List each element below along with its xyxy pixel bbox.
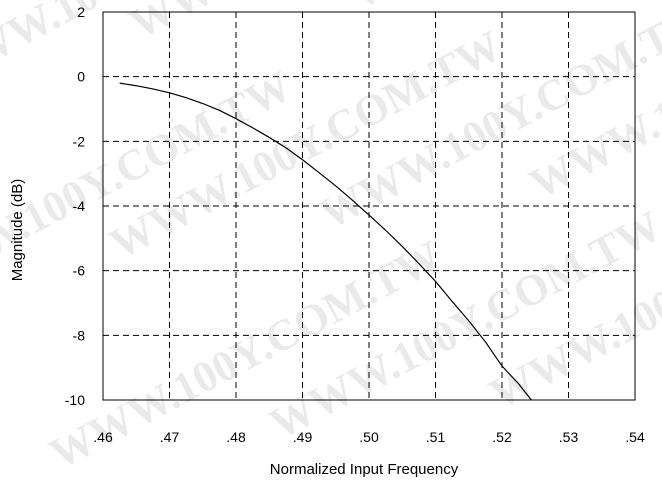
y-tick-label: -10 bbox=[65, 392, 85, 408]
y-tick-label: -6 bbox=[73, 263, 86, 279]
x-axis-label: Normalized Input Frequency bbox=[270, 461, 459, 478]
x-tick-label: .48 bbox=[226, 429, 246, 445]
y-tick-labels: 2 0 -2 -4 -6 -8 -10 bbox=[65, 4, 85, 408]
x-tick-label: .50 bbox=[359, 429, 379, 445]
plot-frame bbox=[102, 11, 636, 401]
y-axis-label: Magnitude (dB) bbox=[9, 179, 26, 282]
y-tick-label: 0 bbox=[77, 69, 85, 85]
x-tick-label: .51 bbox=[426, 429, 446, 445]
magnitude-curve bbox=[119, 82, 533, 400]
x-tick-label: .46 bbox=[93, 429, 113, 445]
x-tick-label: .52 bbox=[492, 429, 512, 445]
x-tick-label: .54 bbox=[625, 429, 645, 445]
y-tick-label: -8 bbox=[73, 327, 86, 343]
x-tick-label: .53 bbox=[559, 429, 579, 445]
curve-layer bbox=[119, 82, 533, 400]
y-tick-label: -2 bbox=[73, 133, 86, 149]
x-tick-labels: .46 .47 .48 .49 .50 .51 .52 .53 .54 bbox=[93, 429, 645, 445]
x-tick-label: .47 bbox=[160, 429, 180, 445]
y-tick-label: 2 bbox=[77, 4, 85, 20]
grid bbox=[103, 12, 635, 400]
y-tick-label: -4 bbox=[73, 198, 86, 214]
x-tick-label: .49 bbox=[293, 429, 313, 445]
